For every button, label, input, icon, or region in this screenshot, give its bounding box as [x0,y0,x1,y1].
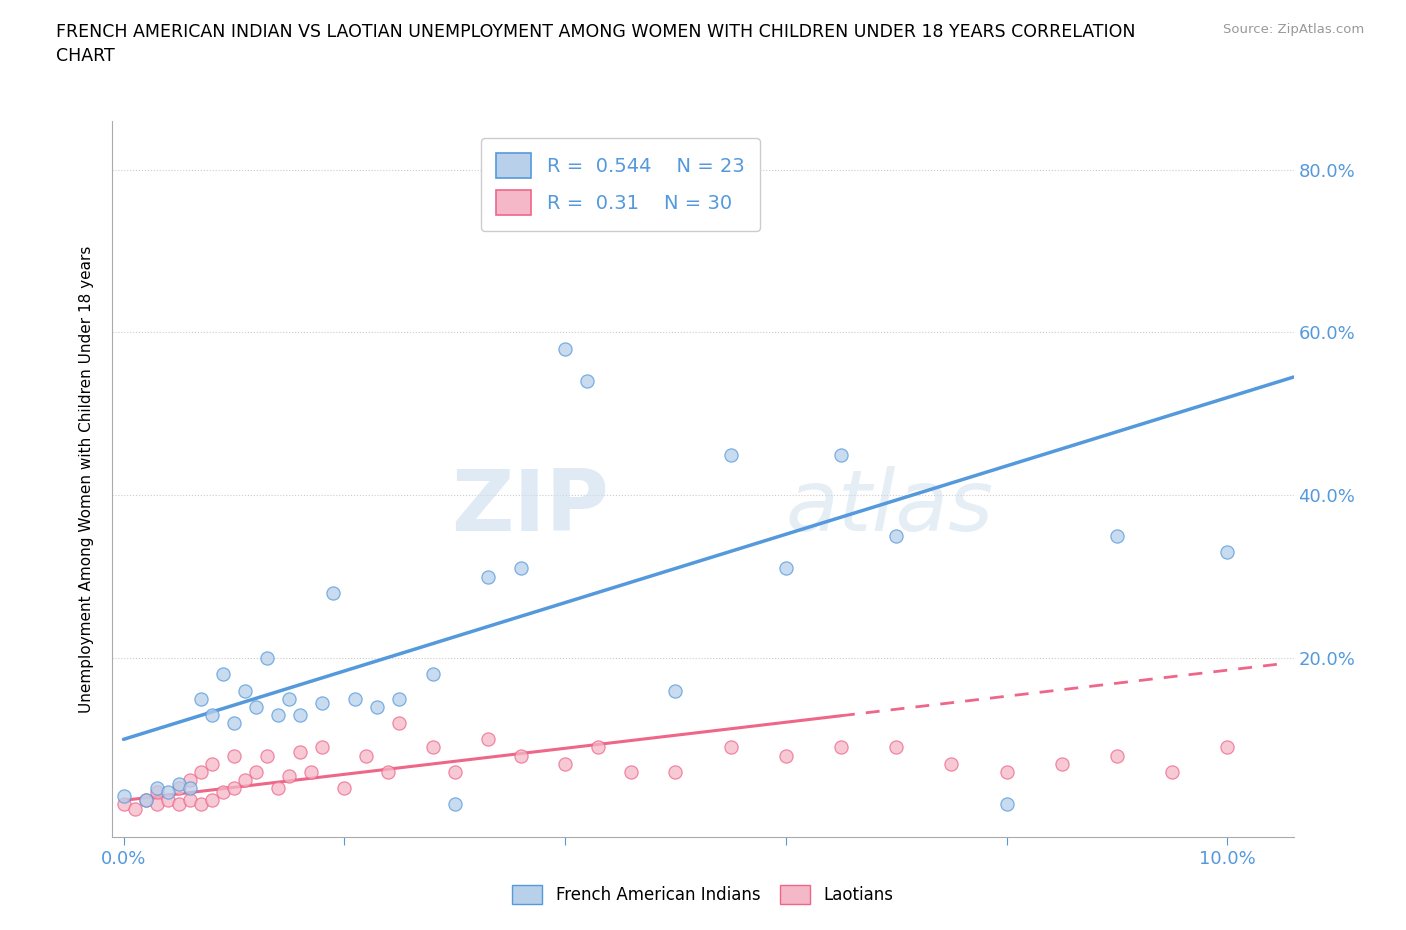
Point [278,691,301,706]
Point [201,793,224,808]
Point [586,740,609,755]
Point [322,586,344,601]
Point [366,699,388,714]
Point [830,740,852,755]
Point [720,447,742,462]
Text: Source: ZipAtlas.com: Source: ZipAtlas.com [1223,23,1364,36]
Point [830,447,852,462]
Point [156,785,179,800]
Point [554,341,576,356]
Point [377,764,399,779]
Text: FRENCH AMERICAN INDIAN VS LAOTIAN UNEMPLOYMENT AMONG WOMEN WITH CHILDREN UNDER 1: FRENCH AMERICAN INDIAN VS LAOTIAN UNEMPL… [56,23,1136,65]
Point [509,748,531,763]
Point [477,569,499,584]
Point [190,764,212,779]
Point [356,748,378,763]
Point [299,764,322,779]
Text: atlas: atlas [786,466,994,549]
Point [245,699,267,714]
Point [256,651,278,666]
Point [422,667,444,682]
Point [233,773,256,788]
Point [167,797,190,812]
Point [720,740,742,755]
Point [443,764,465,779]
Point [167,777,190,791]
Point [145,797,167,812]
Point [278,768,301,783]
Point [509,561,531,576]
Point [190,797,212,812]
Point [233,683,256,698]
Point [124,801,146,816]
Point [388,716,411,731]
Point [212,785,235,800]
Point [884,528,907,543]
Point [167,781,190,796]
Point [1105,748,1128,763]
Point [995,797,1018,812]
Point [1216,545,1239,560]
Point [201,756,224,771]
Point [112,797,135,812]
Point [775,748,797,763]
Point [222,716,245,731]
Point [884,740,907,755]
Point [311,696,333,711]
Point [245,764,267,779]
Point [941,756,963,771]
Point [179,773,201,788]
Point [222,748,245,763]
Text: ZIP: ZIP [451,466,609,549]
Point [145,781,167,796]
Legend: French American Indians, Laotians: French American Indians, Laotians [503,876,903,912]
Point [267,781,290,796]
Point [267,708,290,723]
Point [201,708,224,723]
Point [135,793,157,808]
Point [422,740,444,755]
Point [1105,528,1128,543]
Point [1050,756,1073,771]
Point [179,793,201,808]
Point [1161,764,1184,779]
Point [288,744,311,759]
Point [212,667,235,682]
Point [576,374,599,389]
Point [388,691,411,706]
Legend: R =  0.544    N = 23, R =  0.31    N = 30: R = 0.544 N = 23, R = 0.31 N = 30 [481,138,761,231]
Point [477,732,499,747]
Point [995,764,1018,779]
Point [256,748,278,763]
Point [190,691,212,706]
Point [775,561,797,576]
Point [664,683,686,698]
Point [1216,740,1239,755]
Point [311,740,333,755]
Point [443,797,465,812]
Point [222,781,245,796]
Point [288,708,311,723]
Point [664,764,686,779]
Point [344,691,367,706]
Y-axis label: Unemployment Among Women with Children Under 18 years: Unemployment Among Women with Children U… [79,246,94,712]
Point [554,756,576,771]
Point [156,793,179,808]
Point [333,781,356,796]
Point [112,789,135,804]
Point [620,764,643,779]
Point [135,793,157,808]
Point [145,785,167,800]
Point [179,781,201,796]
